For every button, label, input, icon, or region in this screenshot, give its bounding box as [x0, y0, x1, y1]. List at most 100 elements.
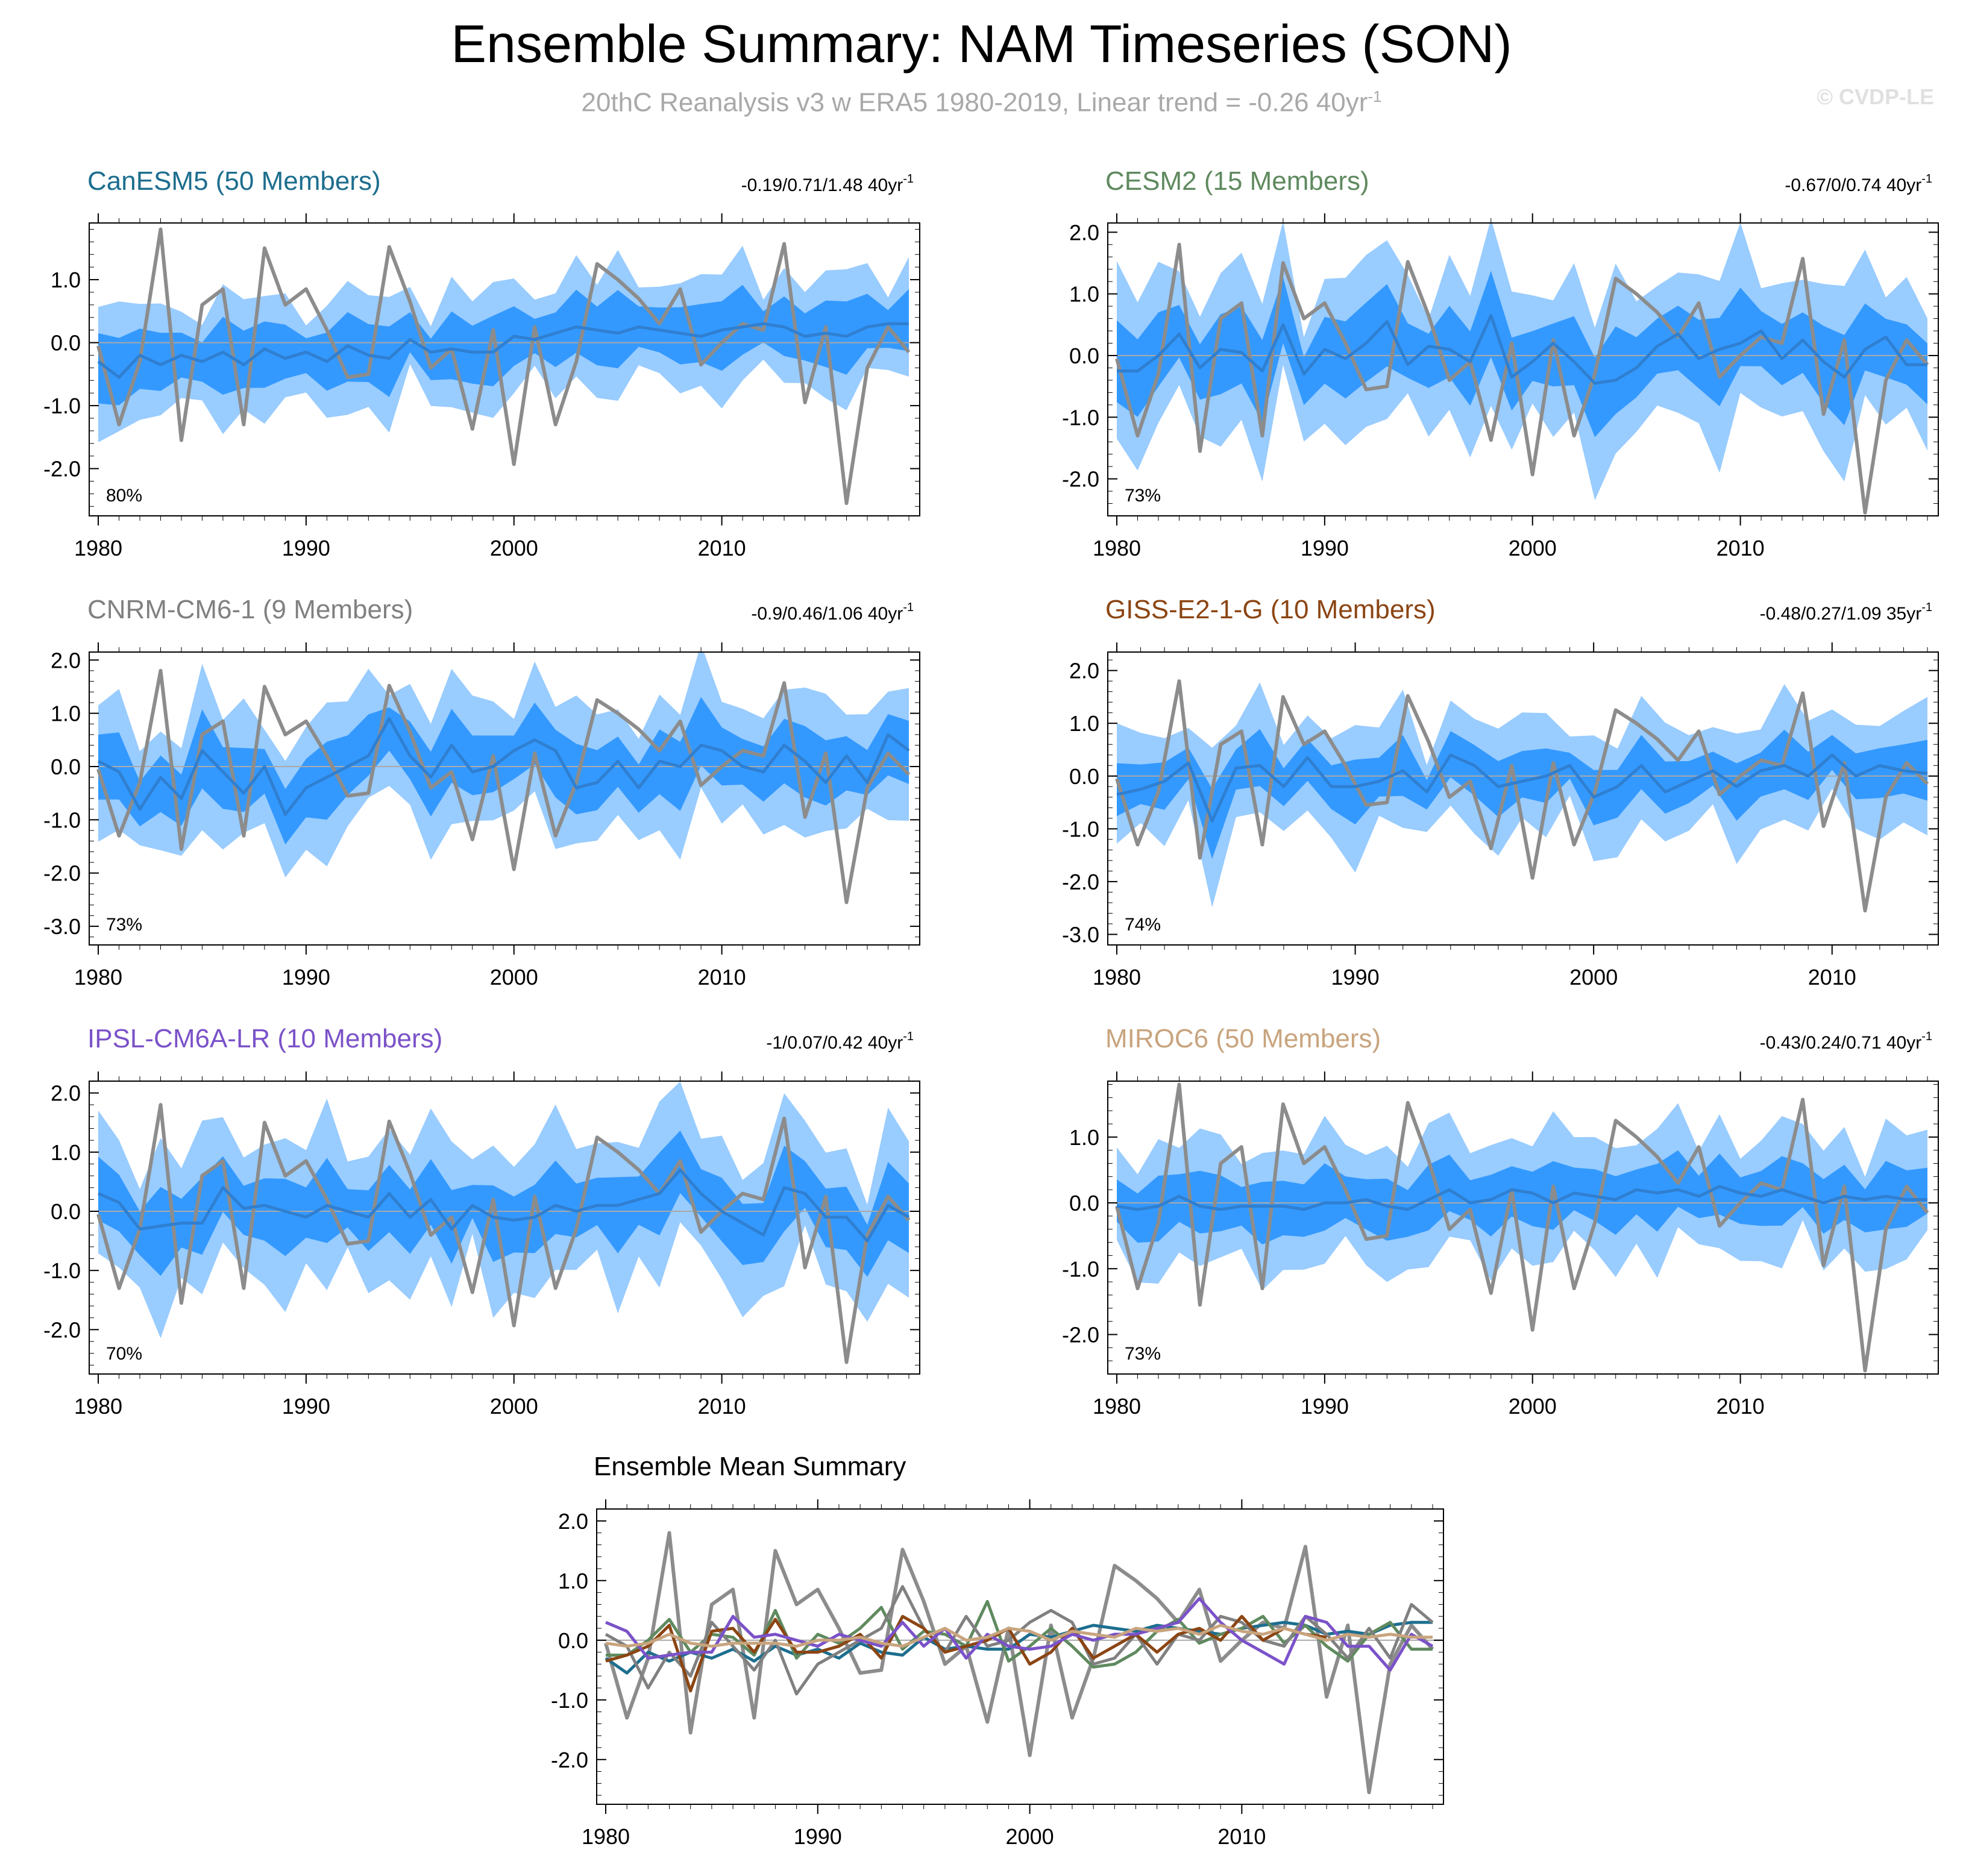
ensemble-mean-line — [1116, 753, 1928, 823]
plot-frame — [1107, 651, 1939, 946]
plot-area — [597, 1531, 1443, 1795]
percent-label: 74% — [1125, 915, 1161, 935]
inner-spread-band — [1117, 271, 1927, 438]
figure-subtitle: 20thC Reanalysis v3 w ERA5 1980-2019, Li… — [0, 78, 1963, 121]
y-tick-label: 2.0 — [1069, 659, 1099, 683]
x-tick-label: 1980 — [74, 536, 122, 560]
summary-observation-line — [604, 1531, 1434, 1795]
y-tick-label: 1.0 — [558, 1569, 588, 1593]
ensemble-mean-line — [1116, 1185, 1927, 1211]
chart-panel-ensemble: Ensemble Mean Summary 2.0 1.0 0.0 -1.0 -2.0 19… — [551, 1452, 1444, 1849]
x-tick-label: 1990 — [1331, 965, 1380, 990]
percent-label: 80% — [106, 486, 142, 506]
y-tick-label: -1.0 — [1062, 405, 1099, 430]
x-tick-label: 2010 — [1217, 1824, 1266, 1849]
chart-panel-canesm5: CanESM5 (50 Members) -0.19/0.71/1.48 40yr… — [43, 166, 920, 560]
x-tick-label: 1980 — [1093, 965, 1141, 990]
x-tick-label: 1990 — [282, 1394, 330, 1419]
x-tick-label: 2010 — [1716, 1394, 1765, 1419]
x-tick-label: 2000 — [1569, 965, 1618, 990]
y-tick-label: 1.0 — [51, 1140, 81, 1165]
y-tick-label: -2.0 — [43, 1317, 81, 1342]
y-tick-label: -2.0 — [43, 457, 81, 482]
x-tick-label: 1980 — [1093, 1394, 1141, 1419]
panel-trend-text: -0.43/0.24/0.71 40yr-1 — [1760, 1030, 1932, 1053]
y-tick-label: -2.0 — [1062, 870, 1099, 894]
panel-trend-text: -0.19/0.71/1.48 40yr-1 — [741, 172, 914, 195]
chart-panel-ipsl-cm6a-lr: IPSL-CM6A-LR (10 Members) -1/0.07/0.42 40… — [43, 1024, 920, 1419]
y-tick-label: 1.0 — [1069, 282, 1099, 307]
x-tick-label: 2000 — [490, 1394, 538, 1419]
y-tick-label: 0.0 — [558, 1628, 588, 1653]
x-tick-label: 1990 — [282, 965, 330, 990]
y-tick-label: 0.0 — [51, 331, 81, 356]
plot-frame — [89, 222, 920, 516]
plot-area — [1108, 679, 1938, 913]
x-tick-label: 2000 — [1006, 1824, 1054, 1849]
x-tick-label: 1980 — [1093, 536, 1141, 560]
y-tick-label: -1.0 — [43, 808, 81, 832]
chart-panel-giss-e2-1-g: GISS-E2-1-G (10 Members) -0.48/0.27/1.09 … — [1062, 595, 1939, 990]
inner-spread-band — [98, 1131, 909, 1277]
x-tick-label: 2010 — [698, 965, 746, 990]
panel-title: CESM2 (15 Members) — [1105, 166, 1369, 196]
x-tick-label: 2010 — [1716, 536, 1765, 560]
panel-title: GISS-E2-1-G (10 Members) — [1105, 595, 1436, 624]
y-tick-label: 1.0 — [51, 268, 81, 292]
y-tick-label: 1.0 — [1069, 711, 1099, 736]
plot-area — [89, 227, 920, 506]
panel-trend-text: -0.48/0.27/1.09 35yr-1 — [1760, 601, 1932, 624]
y-tick-label: -1.0 — [43, 394, 81, 418]
x-tick-label: 1990 — [1301, 1394, 1349, 1419]
x-tick-label: 2010 — [698, 1394, 746, 1419]
subtitle-unit-superscript: -1 — [1368, 87, 1382, 105]
plot-area — [1108, 223, 1938, 515]
x-tick-label: 2000 — [490, 536, 538, 560]
y-tick-label: 2.0 — [558, 1509, 588, 1534]
y-tick-label: 0.0 — [1069, 344, 1099, 368]
ensemble-mean-line — [98, 1168, 910, 1243]
observation-line — [1115, 242, 1929, 515]
x-tick-label: 1990 — [794, 1824, 842, 1849]
figure-title: Ensemble Summary: NAM Timeseries (SON) — [451, 14, 1512, 74]
summary-mean-line-miroc6 — [605, 1623, 1433, 1648]
panel-trend-text: -0.67/0/0.74 40yr-1 — [1785, 172, 1932, 195]
ensemble-mean-line — [97, 717, 910, 816]
ensemble-mean-line — [1117, 314, 1927, 385]
observation-line — [96, 1103, 911, 1364]
x-tick-label: 2000 — [490, 965, 538, 990]
panel-trend-text: -0.9/0.46/1.06 40yr-1 — [751, 601, 914, 624]
plot-area — [89, 652, 920, 905]
chart-panel-cesm2: CESM2 (15 Members) -0.67/0/0.74 40yr-1 73%… — [1062, 166, 1939, 560]
panel-trend-text: -1/0.07/0.42 40yr-1 — [766, 1030, 914, 1053]
y-tick-label: -2.0 — [43, 861, 81, 886]
y-tick-label: 2.0 — [51, 1081, 81, 1106]
panel-title: CNRM-CM6-1 (9 Members) — [87, 595, 413, 624]
x-tick-label: 2010 — [1808, 965, 1856, 990]
panel-title: IPSL-CM6A-LR (10 Members) — [87, 1024, 442, 1053]
x-tick-label: 2000 — [1509, 1394, 1557, 1419]
y-tick-label: -1.0 — [43, 1258, 81, 1283]
y-tick-label: 0.0 — [51, 754, 81, 779]
observation-line — [1115, 679, 1929, 913]
subtitle-text: 20thC Reanalysis v3 w ERA5 1980-2019, Li… — [581, 87, 1368, 118]
chart-panel-cnrm-cm6-1: CNRM-CM6-1 (9 Members) -0.9/0.46/1.06 40y… — [43, 595, 920, 990]
x-tick-label: 2010 — [698, 536, 746, 560]
x-tick-label: 1980 — [582, 1824, 630, 1849]
plot-area — [89, 1081, 920, 1364]
y-tick-label: 0.0 — [51, 1199, 81, 1224]
plot-frame — [89, 1081, 920, 1375]
summary-mean-line-cesm2 — [606, 1599, 1433, 1669]
y-tick-label: -1.0 — [551, 1688, 588, 1713]
y-tick-label: -3.0 — [43, 914, 81, 939]
summary-mean-line-canesm5 — [605, 1620, 1433, 1675]
y-tick-label: -2.0 — [1062, 467, 1099, 492]
x-tick-label: 2000 — [1509, 536, 1557, 560]
y-tick-label: 0.0 — [1069, 764, 1099, 789]
percent-label: 73% — [1125, 486, 1161, 506]
x-tick-label: 1990 — [282, 536, 330, 560]
summary-mean-line-ipsl-cm6a-lr — [605, 1597, 1434, 1672]
inner-spread-band — [98, 697, 909, 845]
percent-label: 73% — [106, 915, 142, 935]
